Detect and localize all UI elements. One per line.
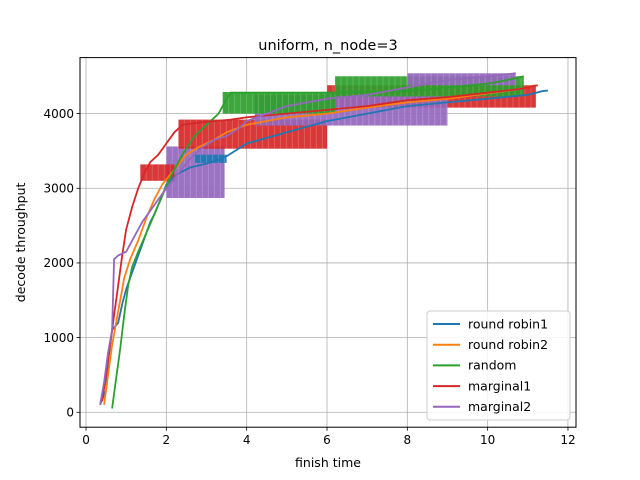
legend-label: round robin1 bbox=[468, 316, 548, 331]
plot-frame bbox=[79, 57, 577, 428]
x-axis-label: finish time bbox=[295, 455, 361, 470]
x-axis-ticks: 0 2 4 6 8 10 12 bbox=[82, 427, 576, 447]
y-tick-label: 3000 bbox=[43, 182, 74, 196]
chart-title: uniform, n_node=3 bbox=[258, 38, 397, 54]
series-line bbox=[103, 84, 537, 405]
y-tick-label: 2000 bbox=[43, 256, 74, 270]
legend-label: round robin2 bbox=[468, 337, 548, 352]
y-tick-label: 1000 bbox=[43, 331, 74, 345]
x-tick-label: 2 bbox=[163, 433, 171, 447]
y-tick-label: 0 bbox=[66, 406, 74, 420]
legend-label: marginal2 bbox=[468, 399, 531, 414]
series-band-fill bbox=[222, 91, 336, 114]
series-line bbox=[99, 72, 516, 405]
series-line bbox=[111, 75, 525, 409]
legend-label: random bbox=[468, 358, 516, 373]
y-axis-ticks: 0 1000 2000 3000 4000 bbox=[43, 107, 80, 420]
x-tick-label: 8 bbox=[403, 433, 411, 447]
legend-label: marginal1 bbox=[468, 378, 531, 393]
grid-lines bbox=[80, 57, 576, 428]
x-tick-label: 4 bbox=[243, 433, 251, 447]
x-tick-label: 10 bbox=[480, 433, 495, 447]
series-band-fill bbox=[194, 154, 227, 163]
series-lines bbox=[99, 72, 549, 409]
x-tick-label: 6 bbox=[323, 433, 331, 447]
x-tick-label: 12 bbox=[560, 433, 575, 447]
y-axis-label: decode throughput bbox=[13, 182, 28, 302]
series-band-fill bbox=[140, 164, 175, 181]
series-line bbox=[101, 84, 538, 402]
series-band bbox=[139, 164, 175, 181]
legend-frame bbox=[426, 310, 571, 421]
y-tick-label: 4000 bbox=[43, 107, 74, 121]
legend: round robin1 round robin2 random marginal1 m… bbox=[426, 310, 571, 421]
x-tick-label: 0 bbox=[82, 433, 90, 447]
